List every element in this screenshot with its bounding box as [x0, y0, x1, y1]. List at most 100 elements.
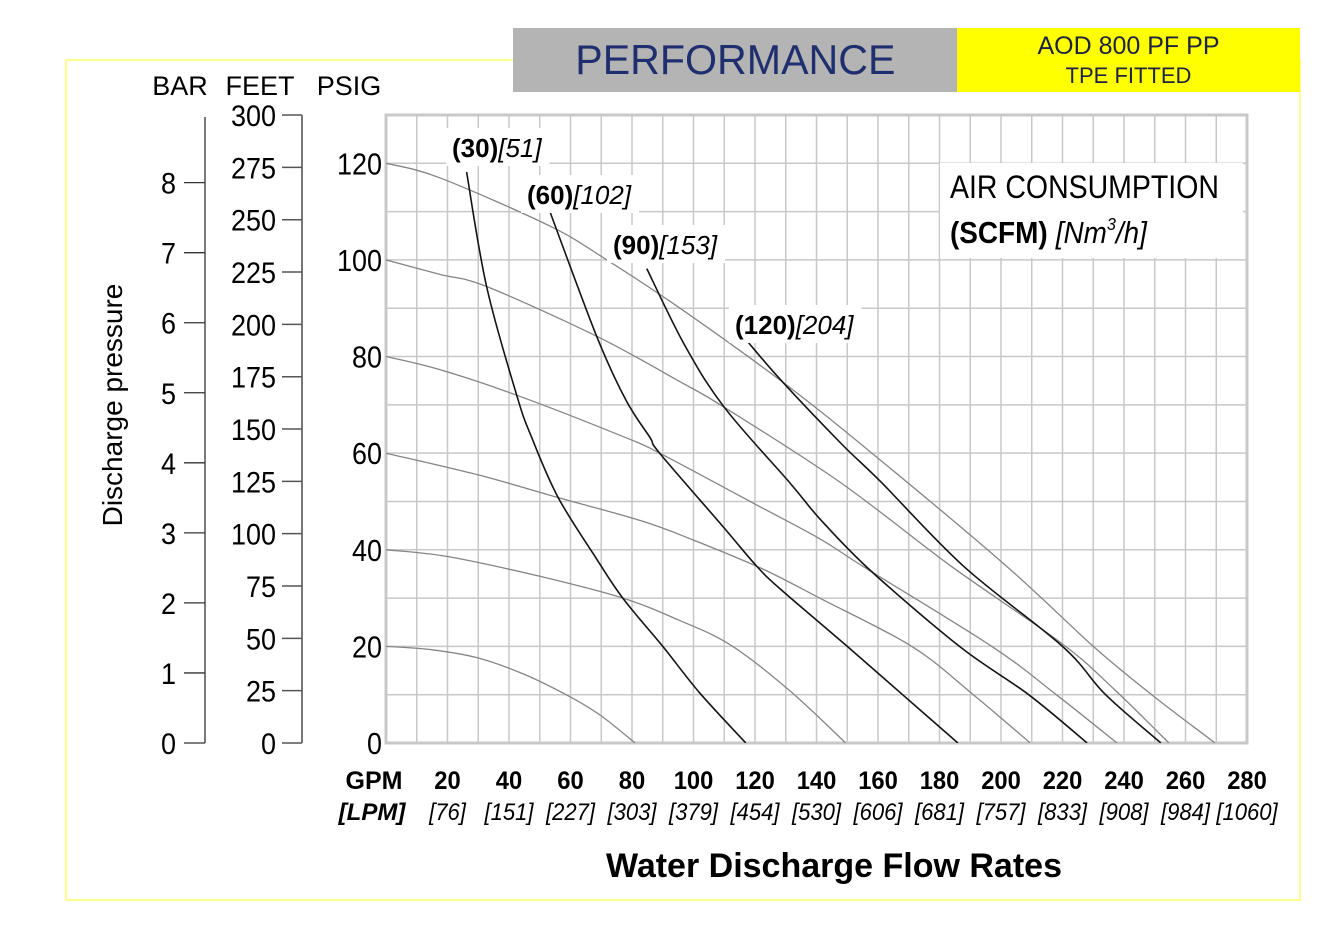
- lpm-tick-label: [681]: [914, 798, 965, 825]
- legend-title: AIR CONSUMPTION: [950, 171, 1219, 206]
- x-unit-lpm: [LPM]: [338, 799, 407, 826]
- feet-tick-label: 75: [246, 571, 276, 605]
- legend-unit-nm3h-suffix: /h]: [1114, 216, 1148, 251]
- lpm-tick-label: [757]: [975, 798, 1026, 825]
- lpm-tick-label: [303]: [606, 798, 657, 825]
- gpm-tick-label: 20: [434, 767, 460, 795]
- lpm-tick-label: [833]: [1037, 798, 1088, 825]
- lpm-tick-label: [984]: [1160, 798, 1211, 825]
- curve-label-nm3h: [51]: [497, 133, 542, 163]
- pressure-curve-40-psig: [386, 549, 847, 743]
- y-axis-title: Discharge pressure: [97, 284, 128, 527]
- bar-tick-label: 0: [161, 728, 176, 762]
- gpm-tick-label: 280: [1227, 767, 1267, 795]
- pressure-curve-80-psig: [386, 355, 1118, 743]
- feet-tick-label: 225: [231, 257, 276, 291]
- legend-unit-superscript: 3: [1107, 214, 1116, 234]
- feet-tick-label: 300: [231, 100, 276, 134]
- feet-tick-label: 150: [231, 414, 276, 448]
- curve-label-background: [729, 305, 862, 343]
- psig-axis-header: PSIG: [317, 71, 382, 101]
- psig-tick-label: 20: [352, 631, 382, 665]
- curves: [386, 162, 1216, 743]
- curve-label-nm3h: [102]: [572, 180, 632, 210]
- x-axis-title: Water Discharge Flow Rates: [606, 847, 1062, 885]
- lpm-tick-label: [606]: [852, 798, 903, 825]
- curve-label-text: (90)[153]: [613, 230, 718, 260]
- chart-title: PERFORMANCE: [574, 36, 896, 83]
- air-curve-label-30: (30)[51]: [446, 128, 550, 166]
- pressure-curve-20-psig: [386, 645, 636, 743]
- curve-label-nm3h: [204]: [795, 310, 855, 340]
- bar-tick-label: 8: [161, 167, 176, 201]
- model-fitting: TPE FITTED: [1065, 63, 1192, 88]
- lpm-tick-label: [76]: [428, 798, 466, 825]
- curve-label-background: [446, 128, 550, 166]
- lpm-tick-label: [908]: [1098, 798, 1149, 825]
- gpm-tick-label: 240: [1104, 767, 1144, 795]
- psig-tick-label: 0: [367, 727, 382, 761]
- gpm-tick-label: 120: [735, 767, 775, 795]
- gpm-tick-label: 140: [797, 767, 837, 795]
- curve-label-scfm: (120): [735, 310, 796, 340]
- air-consumption-curve-90-scfm: [646, 268, 1088, 743]
- model-name: AOD 800 PF PP: [1037, 32, 1220, 60]
- gpm-tick-label: 100: [674, 767, 714, 795]
- feet-tick-label: 50: [246, 623, 276, 657]
- axes: 0204060801001200255075100125150175200225…: [161, 100, 1278, 825]
- feet-tick-label: 100: [231, 518, 276, 552]
- psig-tick-label: 80: [352, 341, 382, 375]
- feet-tick-label: 0: [261, 728, 276, 762]
- psig-tick-label: 60: [352, 437, 382, 471]
- air-consumption-curve-60-scfm: [549, 211, 959, 743]
- bar-tick-label: 4: [161, 448, 176, 482]
- curve-label-text: (120)[204]: [735, 310, 854, 340]
- gpm-tick-label: 60: [557, 767, 583, 795]
- bar-tick-label: 2: [161, 588, 176, 622]
- bar-tick-label: 6: [161, 307, 176, 341]
- air-consumption-legend: AIR CONSUMPTION (SCFM) [Nm3/h]: [940, 163, 1243, 258]
- gpm-tick-label: 40: [496, 767, 522, 795]
- bar-tick-label: 3: [161, 518, 176, 552]
- plot-border: [384, 113, 1249, 745]
- pressure-curve-60-psig: [386, 452, 1031, 743]
- x-unit-gpm: GPM: [346, 767, 403, 795]
- curve-label-nm3h: [153]: [658, 230, 718, 260]
- air-consumption-curve-120-scfm: [747, 341, 1162, 743]
- curve-label-scfm: (60): [527, 180, 573, 210]
- air-consumption-curve-30-scfm: [465, 171, 747, 743]
- curve-label-scfm: (30): [452, 133, 498, 163]
- psig-tick-label: 120: [337, 148, 382, 182]
- bar-tick-label: 7: [161, 237, 176, 271]
- model-band: AOD 800 PF PP TPE FITTED: [957, 28, 1300, 92]
- feet-tick-label: 25: [246, 675, 276, 709]
- lpm-tick-label: [227]: [545, 798, 596, 825]
- legend-units: (SCFM) [Nm3/h]: [950, 214, 1148, 250]
- curve-label-text: (60)[102]: [527, 180, 632, 210]
- performance-title-band: PERFORMANCE: [513, 28, 957, 92]
- psig-tick-label: 100: [337, 244, 382, 278]
- curve-label-background: [607, 225, 726, 263]
- legend-unit-nm3h-prefix: [Nm: [1055, 216, 1107, 251]
- air-curve-label-120: (120)[204]: [729, 305, 862, 343]
- feet-tick-label: 175: [231, 361, 276, 395]
- gpm-tick-label: 220: [1043, 767, 1083, 795]
- curve-labels: (30)[51] (60)[102] (90)[153] (120)[204]: [446, 128, 862, 343]
- feet-axis-header: FEET: [225, 71, 294, 101]
- curve-label-background: [521, 175, 640, 213]
- legend-unit-scfm: (SCFM): [950, 216, 1048, 251]
- pressure-curve-120-psig: [386, 162, 1216, 743]
- gpm-tick-label: 80: [619, 767, 645, 795]
- legend-background: [940, 163, 1243, 258]
- gpm-tick-label: 260: [1166, 767, 1206, 795]
- lpm-tick-label: [530]: [791, 798, 842, 825]
- bar-tick-label: 1: [161, 658, 176, 692]
- air-curve-label-60: (60)[102]: [521, 175, 640, 213]
- gpm-tick-label: 160: [858, 767, 898, 795]
- gpm-tick-label: 200: [981, 767, 1021, 795]
- lpm-tick-label: [1060]: [1215, 798, 1278, 825]
- bar-axis-header: BAR: [152, 71, 208, 101]
- curve-label-scfm: (90): [613, 230, 659, 260]
- lpm-tick-label: [151]: [483, 798, 534, 825]
